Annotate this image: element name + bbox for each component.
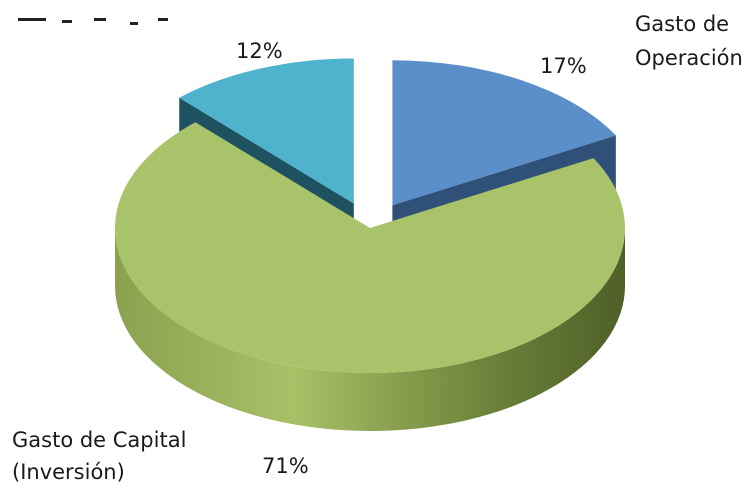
slice-name-label-capital-line1: Gasto de Capital <box>12 428 187 452</box>
pie-slice-side-2 <box>115 228 625 431</box>
slice-name-label-capital-line2: (Inversión) <box>12 460 125 484</box>
slice-percent-label-operacion: 17% <box>540 54 587 78</box>
slice-name-label-operacion-line2: Operación <box>635 46 743 70</box>
chart-title-fragment <box>18 2 168 32</box>
slice-percent-label-capital: 71% <box>262 454 309 478</box>
slice-name-label-operacion-line1: Gasto de <box>635 12 730 36</box>
pie-slice-3 <box>179 58 354 204</box>
slice-percent-label-other: 12% <box>236 39 283 63</box>
pie-slice-1 <box>392 60 616 206</box>
pie-slice-2 <box>115 122 625 373</box>
